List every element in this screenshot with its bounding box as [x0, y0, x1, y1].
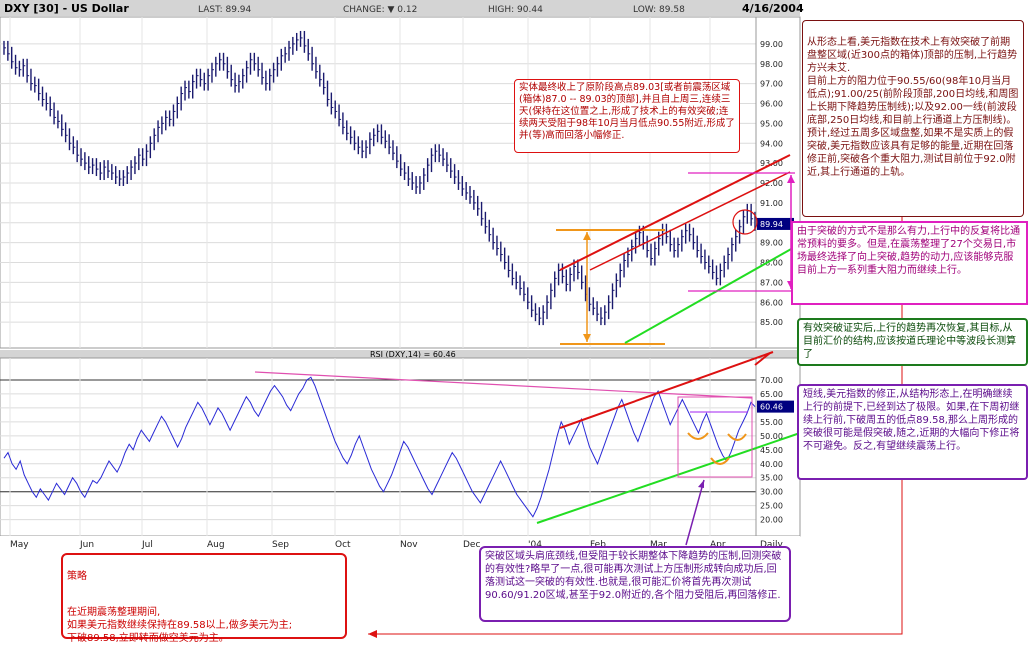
- rsi-tick-label: 30.00: [760, 488, 783, 497]
- price-tick-label: 87.00: [760, 278, 783, 287]
- rsi-tick-label: 65.00: [760, 390, 783, 399]
- price-tick-label: 89.00: [760, 239, 783, 248]
- x-tick-label: Feb: [590, 540, 606, 550]
- annotation-middle-right-text: 由于突破的方式不是那么有力,上行中的反复将比通常预料的要多。但是,在震荡整理了2…: [797, 226, 1021, 276]
- header-date: 4/16/2004: [742, 2, 804, 15]
- header-last: LAST: 89.94: [198, 5, 252, 15]
- rsi-upper-trend: [559, 351, 774, 429]
- x-tick-label: Jul: [141, 540, 153, 550]
- price-tick-label: 86.00: [760, 298, 783, 307]
- header-change: CHANGE: ▼ 0.12: [343, 5, 417, 15]
- rsi-line: [3, 376, 756, 518]
- head-arc: [710, 457, 730, 465]
- price-tick-label: 99.00: [760, 40, 783, 49]
- arrow-head: [698, 480, 704, 488]
- rsi-label: RSI (DXY,14) = 60.46: [370, 350, 456, 359]
- x-tick-label: Mar: [650, 540, 667, 550]
- price-tick-label: 91.00: [760, 199, 783, 208]
- price-tick-label: 97.00: [760, 80, 783, 89]
- strategy-body: 在近期震荡整理期间, 如果美元指数继续保持在89.58以上,做多美元为主; 下破…: [67, 607, 293, 644]
- annotation-top-right-text: 从形态上看,美元指数在技术上有效突破了前期盘整区域(近300点的箱体)顶部的压制…: [807, 37, 1019, 178]
- price-tick-label: 95.00: [760, 119, 783, 128]
- price-tick-label: 98.00: [760, 60, 783, 69]
- annotation-green-box: 有效突破证实后,上行的趋势再次恢复,其目标,从目前汇价的结构,应该按道氏理论中等…: [797, 318, 1028, 366]
- rsi-series-line: [3, 376, 756, 518]
- x-tick-label: Apr: [710, 540, 726, 550]
- strategy-title: 策略: [67, 571, 87, 582]
- rsi-tick-label: 45.00: [760, 446, 783, 455]
- rsi-header: [0, 350, 800, 358]
- price-grid: [0, 17, 756, 348]
- x-tick-label: Jun: [79, 540, 94, 550]
- strategy-box: 策略 在近期震荡整理期间, 如果美元指数继续保持在89.58以上,做多美元为主;…: [61, 553, 347, 644]
- rsi-tick-label: 35.00: [760, 474, 783, 483]
- price-tick-label: 92.00: [760, 179, 783, 188]
- x-tick-label: Dec: [463, 540, 480, 550]
- arrow-head: [583, 232, 591, 240]
- x-tick-label: Aug: [207, 540, 225, 550]
- arrow-head: [368, 630, 377, 638]
- x-tick-label: May: [10, 540, 29, 550]
- pointer-line: [685, 479, 705, 546]
- rsi-tick-label: 25.00: [760, 502, 783, 511]
- x-tick-label: Oct: [335, 540, 351, 550]
- rsi-tick-label: 70.00: [760, 376, 783, 385]
- price-bars: [3, 30, 757, 326]
- rsi-last-value: 60.46: [760, 403, 783, 412]
- annotation-green-text: 有效突破证实后,上行的趋势再次恢复,其目标,从目前汇价的结构,应该按道氏理论中等…: [803, 323, 1017, 360]
- last-price-tag: [757, 217, 794, 230]
- price-tick-label: 85.00: [760, 318, 783, 327]
- annotation-bottom-purple-text: 突破区域头肩底颈线,但受阻于较长期整体下降趋势的压制,回测突破的有效性?略早了一…: [485, 551, 782, 601]
- lower-channel-line: [624, 243, 801, 344]
- upper-channel-line: [559, 154, 791, 271]
- price-tick-label: 94.00: [760, 139, 783, 148]
- shoulder-arc: [687, 432, 709, 440]
- annotation-bottom-purple: 突破区域头肩底颈线,但受阻于较长期整体下降趋势的压制,回测突破的有效性?略早了一…: [479, 546, 791, 622]
- price-tick-label: 88.00: [760, 259, 783, 268]
- arrow-head: [583, 334, 591, 342]
- annotation-red-chart: 实体最终收上了原阶段高点89.03[或者前震荡区域(箱体)87.0 -- 89.…: [514, 79, 740, 153]
- rsi-tick-label: 20.00: [760, 516, 783, 525]
- x-tick-label: Daily: [760, 540, 783, 550]
- rsi-highlight-box: [677, 396, 753, 478]
- rsi-tick-label: 40.00: [760, 460, 783, 469]
- annotation-middle-right: 由于突破的方式不是那么有力,上行中的反复将比通常预料的要多。但是,在震荡整理了2…: [791, 221, 1028, 305]
- header-high: HIGH: 90.44: [488, 5, 543, 15]
- annotation-purple-right: 短线,美元指数的修正,从结构形态上,在明确继续上行的前提下,已经到达了极限。如果…: [797, 384, 1028, 480]
- rsi-tick-label: 50.00: [760, 432, 783, 441]
- x-tick-label: '04: [528, 540, 542, 550]
- header-bar: [0, 0, 800, 16]
- rsi-lower-trend: [536, 432, 801, 524]
- price-tick-label: 96.00: [760, 100, 783, 109]
- breakout-circle: [732, 209, 758, 235]
- shoulder-arc: [727, 433, 747, 441]
- x-tick-label: Sep: [272, 540, 289, 550]
- x-tick-label: Nov: [400, 540, 418, 550]
- rsi-downtrend-line: [254, 371, 753, 399]
- rsi-tick-label: 55.00: [760, 418, 783, 427]
- annotation-purple-right-text: 短线,美元指数的修正,从结构形态上,在明确继续上行的前提下,已经到达了极限。如果…: [803, 389, 1020, 452]
- rsi-axis: 20.00 25.00 30.00 35.00 40.00 45.00 50.00 55.00…: [755, 358, 794, 536]
- annotation-red-chart-text: 实体最终收上了原阶段高点89.03[或者前震荡区域(箱体)87.0 -- 89.…: [519, 82, 735, 141]
- resistance-line: [589, 171, 791, 271]
- header-symbol: DXY [30] - US Dollar: [4, 2, 129, 15]
- x-axis: May Jun Jul Aug Sep Oct Nov Dec '04 Feb Mar Apr Dail…: [10, 540, 783, 550]
- rsi-last-tag: [757, 400, 794, 413]
- annotation-top-right: 从形态上看,美元指数在技术上有效突破了前期盘整区域(近300点的箱体)顶部的压制…: [802, 20, 1024, 217]
- arrow-head: [787, 175, 795, 183]
- header-low: LOW: 89.58: [633, 5, 685, 15]
- last-price-value: 89.94: [760, 220, 783, 229]
